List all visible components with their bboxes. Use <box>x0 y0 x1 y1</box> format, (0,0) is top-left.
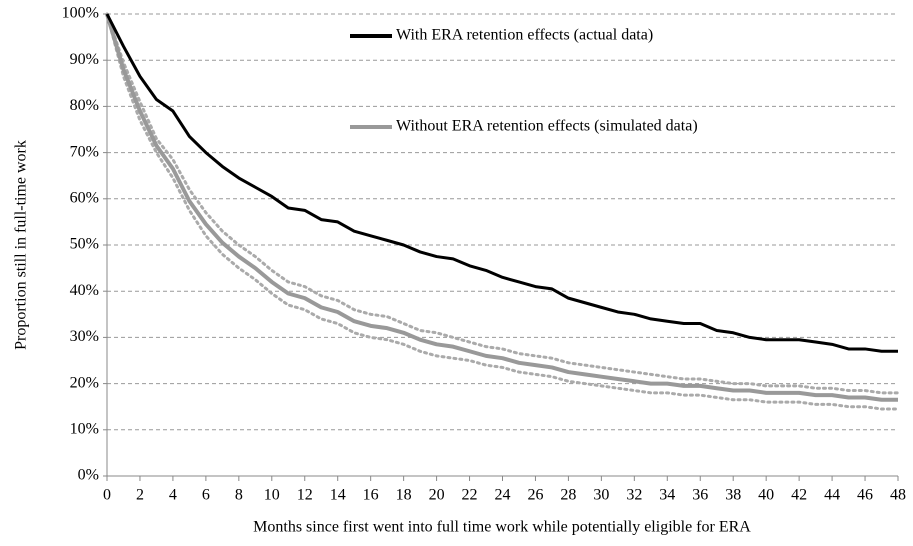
x-tick-label: 36 <box>692 487 708 504</box>
x-tick-label: 12 <box>297 487 313 504</box>
x-tick-label: 16 <box>363 487 379 504</box>
x-tick-label: 30 <box>593 487 609 504</box>
y-tick-label: 100% <box>62 5 99 22</box>
x-tick-label: 4 <box>169 487 177 504</box>
x-tick-label: 8 <box>235 487 243 504</box>
series-line <box>105 12 900 411</box>
x-tick-label: 26 <box>527 487 543 504</box>
x-tick-label: 10 <box>264 487 280 504</box>
y-tick-label: 10% <box>70 420 99 437</box>
x-tick-label: 2 <box>136 487 144 504</box>
x-tick-label: 32 <box>626 487 642 504</box>
x-tick-label: 44 <box>824 487 840 504</box>
legend-label: Without ERA retention effects (simulated… <box>396 118 698 135</box>
x-tick-label: 40 <box>758 487 774 504</box>
y-axis-label: Proportion still in full-time work <box>13 140 30 350</box>
y-tick-label: 70% <box>70 143 99 160</box>
series-line <box>105 13 898 353</box>
x-tick-label: 18 <box>396 487 412 504</box>
y-tick-label: 30% <box>70 328 99 345</box>
x-tick-label: 48 <box>890 487 906 504</box>
x-tick-label: 0 <box>103 487 111 504</box>
series-line <box>105 12 900 395</box>
y-tick-label: 20% <box>70 374 99 391</box>
x-tick-label: 24 <box>495 487 511 504</box>
x-tick-label: 34 <box>659 487 675 504</box>
x-tick-label: 42 <box>791 487 807 504</box>
x-tick-label: 38 <box>725 487 741 504</box>
y-tick-label: 60% <box>70 189 99 206</box>
x-tick-label: 6 <box>202 487 210 504</box>
series-line <box>105 13 898 402</box>
x-tick-label: 20 <box>429 487 445 504</box>
x-tick-label: 46 <box>857 487 873 504</box>
x-tick-label: 22 <box>462 487 478 504</box>
y-tick-label: 80% <box>70 97 99 114</box>
y-tick-label: 0% <box>78 467 99 484</box>
y-tick-label: 50% <box>70 236 99 253</box>
legend-label: With ERA retention effects (actual data) <box>396 27 653 44</box>
y-tick-label: 90% <box>70 51 99 68</box>
y-tick-label: 40% <box>70 282 99 299</box>
x-tick-label: 14 <box>330 487 346 504</box>
x-tick-label: 28 <box>560 487 576 504</box>
x-axis-label: Months since first went into full time w… <box>253 519 751 536</box>
